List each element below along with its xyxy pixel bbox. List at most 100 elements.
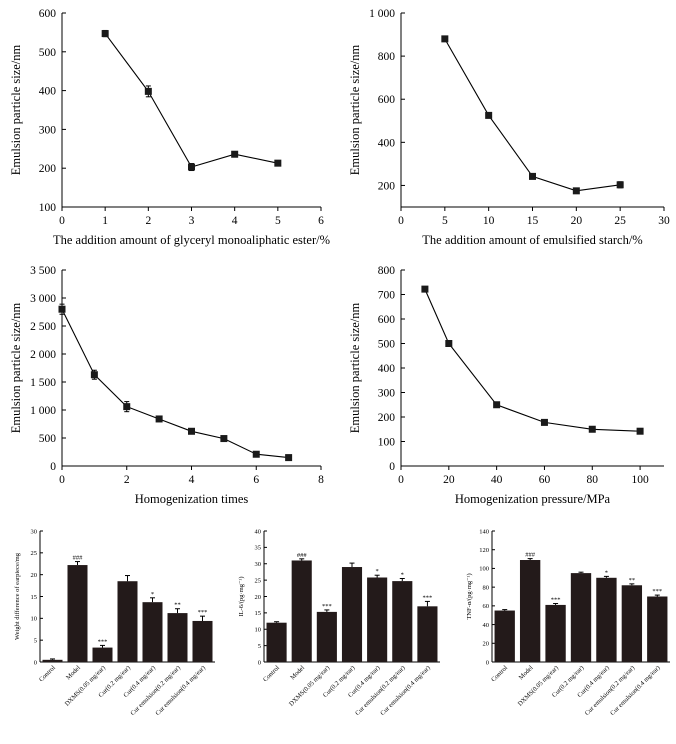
significance-label: ###: [73, 555, 84, 562]
y-tick-label: 60: [483, 603, 490, 610]
y-tick-label: 0: [486, 659, 489, 666]
data-point: [572, 187, 580, 195]
significance-label: ###: [525, 552, 536, 559]
y-tick-label: 0: [258, 659, 261, 666]
y-tick-label: 600: [39, 8, 57, 20]
y-tick-label: 200: [378, 412, 396, 424]
series-line: [104, 33, 278, 168]
bar: [341, 567, 363, 662]
y-tick-label: 35: [255, 545, 262, 552]
y-tick-label: 80: [483, 584, 490, 591]
y-axis-label: Weight difference of earpiece/mg: [14, 552, 21, 640]
y-tick-label: 25: [255, 577, 262, 584]
y-tick-label: 20: [31, 572, 38, 579]
x-axis-label: Homogenization times: [135, 492, 249, 506]
x-category-label: Cur emulsion(0.4 mg/ear): [154, 664, 207, 717]
y-tick-label: 15: [31, 594, 38, 601]
y-tick-label: 140: [479, 528, 489, 535]
x-tick-label: 20: [571, 215, 583, 227]
bar: [42, 659, 63, 662]
x-tick-label: 100: [631, 474, 649, 486]
data-point: [529, 172, 536, 180]
bar: [192, 620, 213, 662]
bar: [570, 573, 592, 662]
significance-label: *: [151, 591, 154, 598]
data-point: [123, 403, 131, 411]
x-axis-label: Homogenization pressure/MPa: [455, 492, 611, 506]
y-tick-label: 3 000: [30, 293, 56, 305]
y-tick-label: 10: [31, 616, 38, 623]
y-tick-label: 120: [479, 547, 489, 554]
x-category-label: Model: [289, 664, 306, 681]
series-line: [61, 308, 289, 459]
data-point: [155, 415, 163, 423]
y-axis-label: Emulsion particle size/nm: [9, 302, 23, 433]
data-point: [252, 450, 260, 458]
bar: [417, 606, 438, 662]
data-point: [441, 35, 449, 43]
data-point: [58, 305, 66, 313]
y-tick-label: 15: [255, 610, 262, 617]
x-tick-label: 80: [587, 474, 599, 486]
bar: [316, 611, 337, 662]
x-category-label: Control: [262, 664, 281, 683]
x-tick-label: 2: [145, 215, 151, 227]
x-tick-label: 6: [253, 474, 259, 486]
y-tick-label: 600: [378, 94, 396, 106]
y-tick-label: 400: [378, 363, 396, 375]
y-tick-label: 100: [378, 437, 396, 449]
y-tick-label: 0: [50, 461, 56, 473]
y-tick-label: 2 000: [30, 349, 56, 361]
significance-label: *: [376, 568, 379, 575]
bar: [596, 577, 617, 662]
x-tick-label: 0: [398, 474, 404, 486]
chart-panel-7: 0 20 40 60 80 100 120 140 TNF-α/(pg·mg⁻¹) Control…: [466, 528, 670, 717]
bar: [266, 622, 287, 662]
y-tick-label: 400: [39, 86, 57, 98]
x-tick-label: 15: [527, 215, 539, 227]
y-tick-label: 5: [258, 643, 261, 650]
y-axis-label: IL-6/(pg·mg⁻¹): [238, 576, 245, 616]
x-category-label: Cur emulsion(0.2 mg/ear): [129, 664, 182, 717]
data-point: [90, 371, 98, 379]
x-tick-label: 60: [539, 474, 551, 486]
significance-label: *: [605, 569, 608, 576]
y-tick-label: 100: [479, 566, 489, 573]
x-tick-label: 0: [398, 215, 404, 227]
significance-label: *: [401, 571, 404, 578]
y-tick-label: 1 500: [30, 377, 56, 389]
data-point: [588, 425, 596, 433]
bar: [167, 613, 188, 662]
chart-panel-1: 100 200 300 400 500 600 Emulsion particle size…: [9, 8, 330, 247]
bar: [519, 560, 541, 662]
significance-label: ***: [322, 603, 332, 610]
data-point: [144, 87, 152, 95]
bar: [117, 581, 138, 662]
significance-label: ***: [652, 588, 662, 595]
chart-panel-3: 0 500 1 000 1 500 2 000 2 500 3 000 3 500 Emulsi…: [9, 265, 324, 506]
x-tick-label: 0: [59, 215, 65, 227]
x-tick-label: 2: [124, 474, 130, 486]
x-tick-label: 40: [491, 474, 503, 486]
y-tick-label: 20: [255, 594, 262, 601]
y-tick-label: 300: [39, 124, 57, 136]
data-point: [274, 159, 282, 167]
y-axis-label: TNF-α/(pg·mg⁻¹): [466, 573, 473, 619]
x-category-label: Model: [65, 664, 82, 681]
x-category-label: Control: [490, 664, 509, 683]
data-point: [101, 30, 109, 38]
significance-label: ***: [423, 594, 433, 601]
x-tick-label: 4: [232, 215, 238, 227]
y-tick-label: 500: [378, 339, 396, 351]
significance-label: **: [629, 577, 636, 584]
bar: [291, 560, 312, 662]
x-tick-label: 6: [318, 215, 324, 227]
significance-label: ***: [551, 597, 561, 604]
x-category-label: Control: [38, 664, 57, 683]
data-point: [231, 150, 239, 158]
significance-label: ###: [297, 552, 308, 559]
y-tick-label: 5: [34, 637, 37, 644]
